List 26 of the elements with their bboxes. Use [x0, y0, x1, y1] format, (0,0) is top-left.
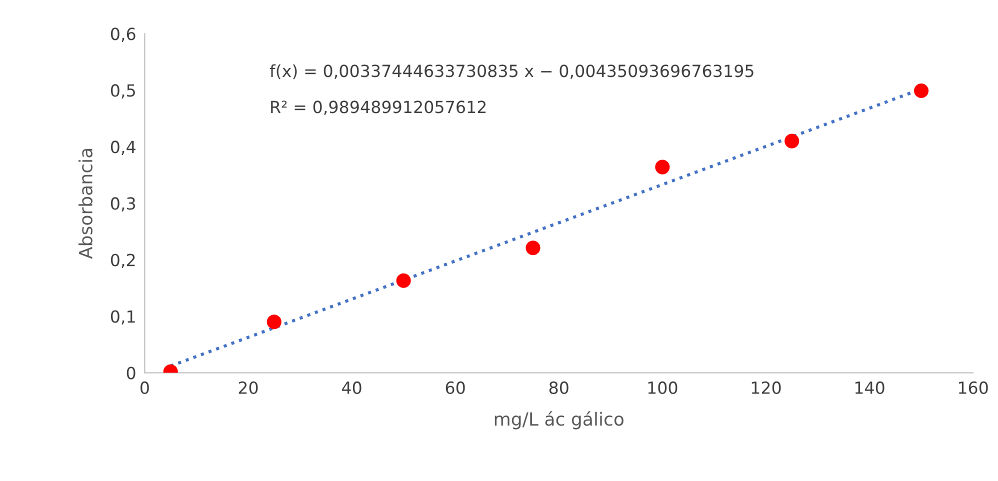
y-axis-title: Absorbancia: [78, 149, 92, 259]
y-tick-label: 0,2: [110, 254, 135, 268]
point: [784, 134, 800, 148]
x-tick-label: 140: [855, 381, 884, 394]
x-axis-title: mg/L ác gálico: [494, 411, 624, 430]
point: [914, 83, 929, 98]
x-tick-label: 0: [140, 381, 149, 394]
y-tick-label: 0,1: [110, 310, 135, 325]
x-tick-label: 160: [958, 381, 988, 394]
x-tick-label: 20: [238, 381, 258, 394]
y-tick-label: 0,6: [110, 28, 136, 42]
x-tick-label: 120: [752, 381, 781, 394]
annotation: R² = 0,989489912057612: [271, 100, 486, 115]
y-tick-label: 0,4: [110, 140, 136, 155]
y-tick-label: 0,5: [110, 84, 135, 98]
x-tick-label: 40: [342, 381, 362, 394]
point: [396, 273, 411, 288]
point: [526, 240, 540, 256]
annotation: f(x) = 0,00337444633730835 x − 0,00435093696763195: [270, 64, 754, 80]
point: [655, 160, 670, 174]
x-tick-label: 80: [549, 381, 568, 394]
y-tick-label: 0: [126, 366, 136, 380]
y-tick-label: 0,3: [110, 197, 136, 212]
x-tick-label: 60: [446, 381, 465, 394]
x-tick-label: 100: [648, 381, 678, 394]
point: [266, 314, 282, 330]
